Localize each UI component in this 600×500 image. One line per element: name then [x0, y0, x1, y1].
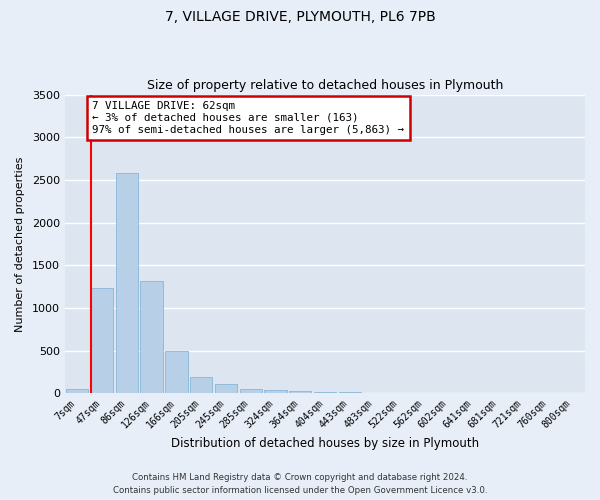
Bar — [364, 392, 386, 393]
Title: Size of property relative to detached houses in Plymouth: Size of property relative to detached ho… — [147, 79, 503, 92]
Y-axis label: Number of detached properties: Number of detached properties — [15, 156, 25, 332]
Bar — [165, 352, 188, 393]
Bar — [215, 384, 237, 393]
Bar — [289, 392, 311, 393]
Bar — [190, 376, 212, 393]
Bar — [66, 389, 88, 393]
X-axis label: Distribution of detached houses by size in Plymouth: Distribution of detached houses by size … — [171, 437, 479, 450]
Bar — [239, 388, 262, 393]
Bar — [338, 392, 361, 393]
Bar — [140, 282, 163, 393]
Text: 7, VILLAGE DRIVE, PLYMOUTH, PL6 7PB: 7, VILLAGE DRIVE, PLYMOUTH, PL6 7PB — [164, 10, 436, 24]
Text: Contains HM Land Registry data © Crown copyright and database right 2024.
Contai: Contains HM Land Registry data © Crown c… — [113, 474, 487, 495]
Bar — [91, 288, 113, 393]
Text: 7 VILLAGE DRIVE: 62sqm
← 3% of detached houses are smaller (163)
97% of semi-det: 7 VILLAGE DRIVE: 62sqm ← 3% of detached … — [92, 102, 404, 134]
Bar — [116, 173, 138, 393]
Bar — [314, 392, 336, 393]
Bar — [264, 390, 287, 393]
